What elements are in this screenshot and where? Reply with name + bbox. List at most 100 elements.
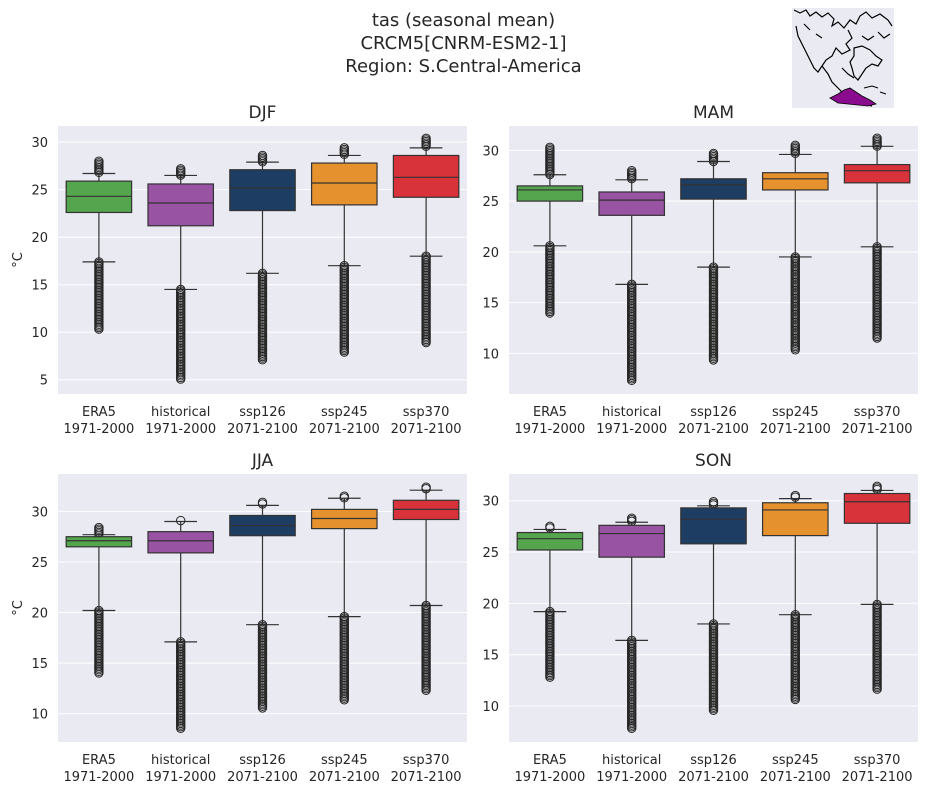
box-4	[310, 143, 378, 357]
flier-low	[627, 723, 637, 734]
flier-high	[94, 167, 104, 178]
x-tick-label: 2071-2100	[678, 422, 749, 437]
box-iqr	[761, 502, 829, 537]
flier-low	[176, 723, 186, 733]
box-5	[392, 482, 460, 695]
box-2	[598, 513, 666, 734]
y-tick-label: 5	[40, 374, 48, 389]
flier-low	[790, 345, 800, 355]
flier-high	[339, 149, 349, 159]
y-tick-label: 20	[482, 597, 499, 612]
x-tick-label: ssp370	[403, 753, 450, 768]
figure-title-line-2: CRCM5[CNRM-ESM2-1]	[360, 33, 567, 54]
box-4	[761, 140, 829, 355]
flier-low	[708, 355, 719, 365]
box-iqr	[516, 531, 584, 551]
x-tick-label: 2071-2100	[309, 770, 380, 785]
box-1	[65, 522, 133, 678]
map-region-highlight	[829, 87, 877, 107]
flier-high	[339, 493, 349, 503]
y-axis-label: °C	[11, 252, 26, 268]
flier-low	[872, 333, 882, 343]
flier-high	[176, 515, 186, 526]
box-iqr	[680, 507, 747, 545]
box-5	[392, 133, 460, 348]
panel-title: DJF	[249, 103, 277, 123]
x-tick-label: 2071-2100	[391, 770, 462, 785]
x-tick-label: ssp245	[772, 753, 819, 768]
x-tick-label: 1971-2000	[63, 770, 134, 785]
y-tick-label: 20	[482, 246, 499, 261]
flier-high	[545, 169, 555, 180]
x-tick-label: ERA5	[533, 753, 567, 768]
panel-title: MAM	[693, 103, 734, 123]
map-caribbean-islands	[863, 85, 887, 95]
y-tick-label: 25	[31, 556, 48, 571]
box-5	[843, 133, 911, 343]
x-tick-label: ssp370	[854, 405, 901, 420]
x-tick-label: 2071-2100	[760, 422, 831, 437]
x-tick-label: ERA5	[82, 405, 116, 420]
box-iqr	[147, 183, 215, 227]
flier-low	[94, 324, 104, 334]
figure-title-line-1: tas (seasonal mean)	[371, 10, 556, 31]
x-tick-label: 2071-2100	[842, 422, 913, 437]
x-tick-label: 1971-2000	[63, 422, 134, 437]
box-iqr	[761, 172, 829, 191]
flier-low	[872, 684, 882, 694]
box-4	[310, 491, 378, 705]
y-tick-label: 25	[31, 184, 48, 199]
box-1	[516, 521, 584, 682]
y-tick-label: 25	[482, 195, 499, 210]
x-tick-label: ssp126	[690, 405, 737, 420]
y-tick-label: 10	[31, 708, 48, 723]
box-iqr	[65, 536, 133, 548]
x-tick-label: 2071-2100	[227, 770, 298, 785]
x-tick-label: ssp370	[854, 753, 901, 768]
box-iqr	[310, 162, 378, 206]
box-iqr	[843, 163, 911, 184]
y-tick-label: 30	[31, 136, 48, 151]
flier-high	[421, 141, 431, 152]
x-tick-label: ssp245	[772, 405, 819, 420]
flier-low	[421, 685, 431, 695]
x-tick-label: historical	[602, 753, 661, 768]
flier-high	[257, 499, 268, 509]
box-iqr	[598, 524, 666, 558]
panel-son: 10 15 20 25 30 SON ERA5 1971-2000 historical 1971…	[482, 451, 918, 785]
x-tick-label: ssp370	[403, 405, 450, 420]
y-tick-label: 15	[31, 279, 48, 294]
flier-high	[790, 492, 800, 502]
y-tick-label: 15	[482, 649, 499, 664]
y-tick-label: 20	[31, 231, 48, 246]
x-tick-label: 2071-2100	[842, 770, 913, 785]
x-tick-label: historical	[151, 753, 210, 768]
panel-mam: 10 15 20 25 30 MAM ERA5 1971-2000 historical 1971…	[482, 103, 918, 437]
flier-low	[545, 672, 555, 682]
x-tick-label: ssp126	[239, 753, 286, 768]
y-tick-label: 15	[482, 297, 499, 312]
flier-low	[257, 355, 268, 365]
flier-low	[176, 374, 186, 384]
box-iqr	[598, 191, 666, 216]
box-5	[843, 481, 911, 694]
flier-low	[94, 668, 104, 678]
y-tick-label: 30	[31, 505, 48, 520]
box-iqr	[229, 169, 296, 212]
y-tick-label: 10	[31, 326, 48, 341]
box-3	[229, 497, 296, 713]
box-3	[680, 497, 747, 716]
box-iqr	[843, 492, 911, 524]
y-tick-label: 10	[482, 347, 499, 362]
x-tick-label: 1971-2000	[145, 770, 216, 785]
y-tick-label: 30	[482, 144, 499, 159]
flier-high	[790, 148, 800, 158]
x-tick-label: 2071-2100	[760, 770, 831, 785]
y-tick-label: 10	[482, 700, 499, 715]
x-tick-label: 1971-2000	[514, 422, 585, 437]
flier-high	[176, 170, 186, 180]
panel-djf: 5 10 15 20 25 30 DJF °C ERA5 1971-2000 historical 1…	[11, 103, 467, 437]
x-tick-label: ssp245	[321, 753, 368, 768]
box-iqr	[680, 178, 747, 200]
